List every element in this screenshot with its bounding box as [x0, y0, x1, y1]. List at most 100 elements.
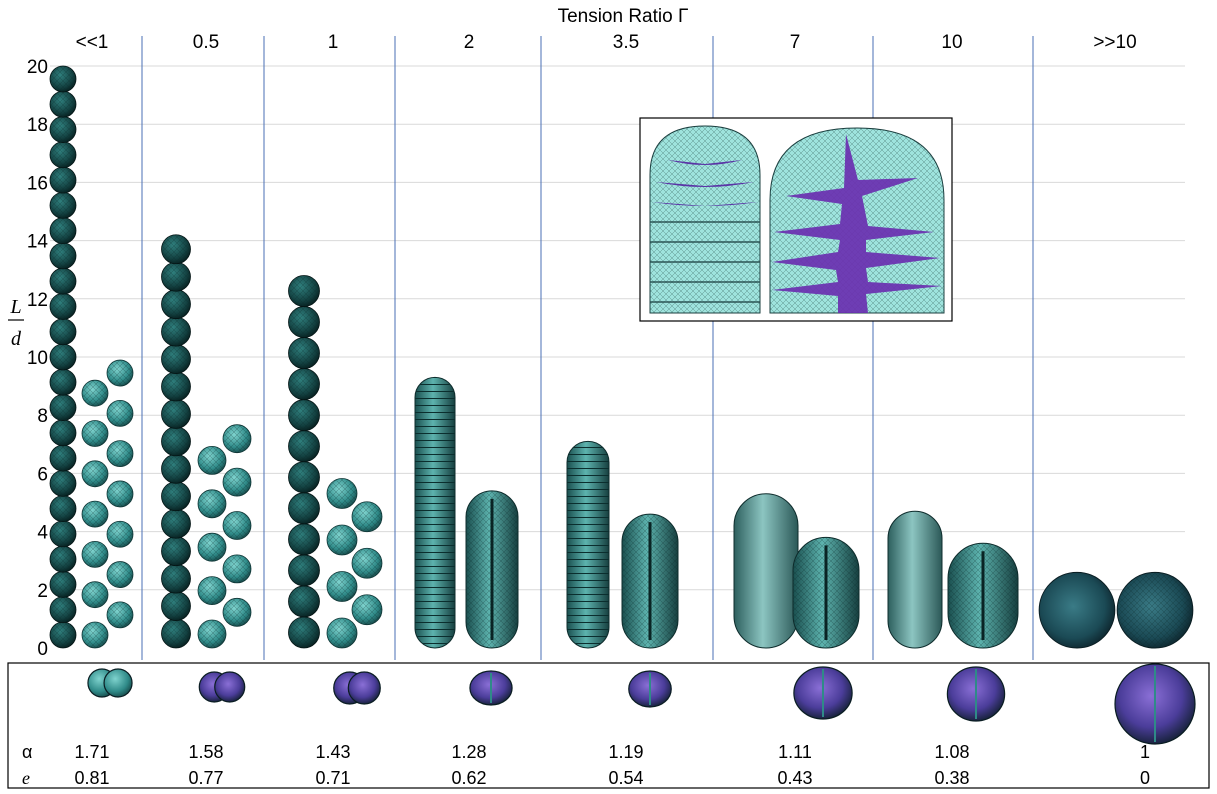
- cell-column: [161, 234, 252, 649]
- cell-mesh: [327, 571, 357, 602]
- cell-mesh: [82, 541, 108, 568]
- column-headers: <<1 0.5 1 2 3.5 7 10 >>10: [76, 32, 1137, 53]
- cell-mesh: [223, 511, 251, 540]
- cell-mesh: [161, 426, 191, 456]
- column-header-gamma: 7: [790, 32, 801, 53]
- cell-mesh: [50, 419, 76, 446]
- column-header-gamma: <<1: [76, 32, 109, 53]
- cell-mesh: [161, 509, 191, 539]
- cell-mesh: [50, 520, 76, 547]
- cell-mesh: [50, 344, 76, 370]
- cell-mesh: [107, 480, 133, 507]
- cell-mesh: [82, 420, 108, 447]
- cell-mesh: [198, 446, 226, 475]
- cell-mesh: [50, 66, 76, 92]
- alpha-value: 1.11: [778, 742, 812, 762]
- cell-mesh: [50, 293, 76, 320]
- y-tick-label: 18: [27, 115, 48, 136]
- alpha-value: 1.28: [451, 742, 486, 762]
- cell-column: [49, 65, 134, 649]
- cell-mesh: [198, 489, 226, 518]
- column-dividers: [141, 36, 1034, 660]
- alpha-value: 1: [1140, 742, 1150, 762]
- cell-mesh: [288, 617, 320, 648]
- top-view-cross-section-icon: [1114, 663, 1196, 745]
- cell-mesh: [161, 289, 191, 319]
- cell-mesh: [50, 571, 76, 598]
- cell-shapes: [49, 65, 1194, 649]
- alpha-value: 1.71: [74, 742, 109, 762]
- cell-mesh: [161, 536, 191, 566]
- alpha-value: 1.19: [608, 742, 643, 762]
- cell-mesh: [288, 554, 320, 586]
- cell-mesh: [198, 620, 226, 648]
- e-value: 0.77: [188, 768, 223, 788]
- cell-sphere: [1038, 571, 1116, 649]
- top-view-cross-section-icon: [198, 671, 246, 703]
- alpha-value: 1.58: [188, 742, 223, 762]
- top-view-cross-section-icon: [946, 666, 1006, 722]
- e-value: 0.81: [74, 768, 109, 788]
- cell-mesh: [50, 445, 76, 472]
- y-tick-label: 16: [27, 173, 48, 194]
- cell-mesh: [50, 495, 76, 522]
- cell-rod: [887, 510, 943, 649]
- cell-mesh: [223, 468, 251, 497]
- alpha-value: 1.43: [315, 742, 350, 762]
- cell-mesh: [198, 533, 226, 562]
- cell-mesh: [288, 523, 320, 555]
- e-value: 0: [1140, 768, 1150, 788]
- cell-mesh: [288, 492, 320, 524]
- twisted-interface-closeup-icon: [769, 127, 945, 314]
- cell-mesh: [50, 217, 76, 244]
- cell-mesh: [50, 394, 76, 421]
- cell-mesh: [50, 596, 76, 623]
- y-axis-label-top: L: [9, 296, 21, 318]
- cell-mesh: [50, 192, 76, 219]
- alpha-row-label: α: [22, 742, 32, 762]
- cell-mesh: [161, 481, 191, 511]
- e-value: 0.43: [777, 768, 812, 788]
- cell-mesh: [223, 598, 251, 627]
- cell-mesh: [82, 581, 108, 608]
- cell-column: [1038, 571, 1194, 649]
- cell-mesh: [82, 460, 108, 487]
- e-value: 0.54: [608, 768, 643, 788]
- cell-mesh: [50, 167, 76, 194]
- cell-mesh: [50, 546, 76, 573]
- parameter-values: 1.71 0.81 1.58 0.77 1.43 0.71 1.28 0.62 1.19 0.54…: [74, 742, 1150, 788]
- cell-segments: [567, 441, 609, 648]
- cell-mesh: [161, 344, 191, 374]
- cell-mesh: [161, 454, 191, 484]
- cell-mesh: [288, 585, 320, 617]
- cell-mesh: [50, 242, 76, 269]
- column-header-gamma: 2: [464, 32, 475, 53]
- y-tick-label: 14: [27, 232, 49, 253]
- cell-mesh: [161, 619, 191, 648]
- column-header-gamma: 10: [941, 32, 962, 53]
- y-tick-label: 0: [37, 639, 48, 660]
- e-value: 0.71: [315, 768, 350, 788]
- cell-mesh: [198, 576, 226, 605]
- cell-mesh: [107, 360, 133, 387]
- cell-mesh: [50, 116, 76, 143]
- e-row-label: e: [22, 768, 30, 788]
- cell-mesh: [82, 501, 108, 528]
- cell-mesh: [82, 380, 108, 407]
- y-tick-label: 8: [37, 406, 48, 427]
- cell-mesh: [288, 306, 320, 338]
- cell-mesh: [82, 622, 108, 648]
- cell-mesh: [107, 561, 133, 588]
- top-view-cross-section-icon: [628, 670, 672, 708]
- cell-column: [733, 493, 860, 649]
- y-axis-ticks: 0 2 4 6 8 10 12 14 16 18 20: [27, 57, 49, 660]
- cell-column: [887, 510, 1019, 649]
- cell-mesh: [327, 525, 357, 555]
- cell-mesh: [107, 440, 133, 467]
- top-view-cross-section-icon: [793, 666, 853, 720]
- column-header-gamma: 0.5: [193, 32, 219, 53]
- y-tick-label: 10: [27, 348, 48, 369]
- cell-mesh: [288, 275, 320, 307]
- chart-title: Tension Ratio Γ: [558, 6, 689, 27]
